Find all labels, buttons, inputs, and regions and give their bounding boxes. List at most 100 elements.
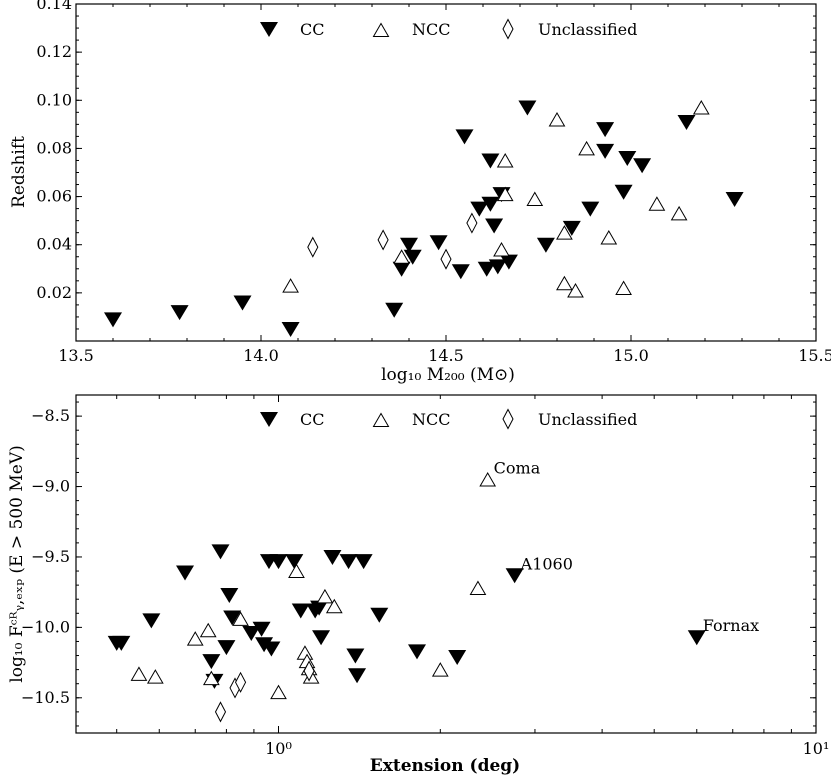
y-tick-label: 0.02: [36, 283, 72, 302]
legend-unclassified-label: Unclassified: [538, 20, 637, 39]
y-tick-label: −8.5: [31, 406, 70, 425]
y-tick-label: −9.0: [31, 477, 70, 496]
top-point-ncc: [556, 276, 573, 291]
y-tick-label: 0.10: [36, 90, 72, 109]
annotation-fornax: Fornax: [703, 616, 759, 635]
top-xlabel: log₁₀ M₂₀₀ (M⊙): [381, 365, 515, 385]
bottom-ylabel: log₁₀ Fᶜᴿᵧ,ₑₓₚ (E > 500 MeV): [7, 445, 27, 682]
legend-unclassified-marker: [502, 409, 514, 429]
top-point-cc: [596, 143, 615, 159]
x-tick-label: 15.0: [613, 346, 649, 365]
legend-ncc-label: NCC: [412, 20, 450, 39]
top-point-cc: [392, 261, 411, 277]
top-point-ncc: [493, 242, 510, 257]
bottom-point-cc: [408, 644, 427, 660]
top-point-ncc: [497, 153, 514, 168]
top-point-ncc: [549, 112, 565, 127]
bottom-point-cc: [354, 554, 373, 570]
annotation-coma: Coma: [494, 459, 541, 478]
y-tick-label: 0.08: [36, 138, 72, 157]
bottom-point-cc: [217, 640, 236, 656]
y-tick-label: 0.12: [36, 42, 72, 61]
bottom-point-cc: [323, 549, 342, 565]
top-point-ncc: [671, 206, 688, 221]
legend-cc-marker: [260, 412, 278, 427]
bottom-point-ncc: [187, 631, 204, 646]
bottom-point-cc: [348, 668, 367, 684]
top-point-unclassified: [440, 249, 452, 270]
top-point-ncc: [648, 196, 665, 211]
y-tick-label: −10.5: [21, 688, 70, 707]
plot-area-top: [75, 3, 817, 342]
y-tick-label: 0.06: [36, 187, 72, 206]
top-point-cc: [385, 302, 404, 318]
top-ylabel: Redshift: [9, 136, 29, 208]
legend-cc-marker: [260, 22, 278, 37]
top-point-cc: [633, 158, 652, 174]
top-point-unclassified: [377, 229, 389, 250]
legend-ncc-marker: [373, 413, 389, 427]
top-point-cc: [518, 100, 537, 116]
legend-cc-label: CC: [300, 410, 324, 429]
bottom-point-cc: [142, 613, 161, 629]
bottom-point-cc: [202, 654, 221, 670]
bottom-point-cc: [448, 649, 467, 665]
chart-top: 13.5 14.0 14.5 15.0 15.5 0.02 0.04 0.06 0.08 0.10…: [9, 0, 831, 385]
bottom-point-cc: [312, 630, 331, 646]
bottom-point-unclassified: [215, 701, 227, 722]
legend-ncc-label: NCC: [412, 410, 450, 429]
top-point-cc: [281, 321, 300, 337]
top-axis-ticks: 13.5 14.0 14.5 15.0 15.5 0.02 0.04 0.06 0.08 0.10…: [36, 0, 831, 365]
bottom-point-cc: [211, 544, 230, 560]
bottom-point-ncc: [147, 669, 164, 684]
top-point-cc: [233, 295, 252, 311]
annotation-a1060: A1060: [520, 554, 573, 573]
x-tick-label: 14.5: [428, 346, 464, 365]
top-point-cc: [429, 235, 448, 251]
bottom-point-cc: [291, 603, 310, 619]
top-point-cc: [536, 237, 555, 253]
bottom-xlabel: Extension (deg): [370, 756, 520, 776]
top-point-cc: [614, 184, 633, 200]
top-point-cc: [485, 218, 504, 234]
top-point-cc: [170, 305, 189, 321]
top-point-cc: [470, 201, 489, 217]
top-point-ncc: [600, 230, 617, 245]
top-point-cc: [481, 153, 500, 169]
x-tick-label: 10¹: [803, 739, 830, 758]
top-point-ncc: [615, 281, 632, 296]
top-point-cc: [581, 201, 600, 217]
bottom-point-ncc: [432, 662, 449, 677]
bottom-point-ncc: [316, 589, 333, 604]
top-point-ncc: [578, 141, 595, 156]
y-tick-label: 0.14: [36, 0, 72, 13]
plot-area-bottom: [75, 394, 817, 734]
top-legend: CC NCC Unclassified: [260, 19, 637, 39]
top-point-ncc: [526, 191, 543, 206]
x-tick-label: 14.0: [243, 346, 279, 365]
legend-unclassified-marker: [502, 19, 514, 39]
top-point-cc: [451, 264, 470, 280]
bottom-point-cc: [339, 554, 358, 570]
top-point-unclassified: [307, 237, 319, 258]
bottom-annotations: Coma A1060 Fornax: [494, 459, 759, 636]
y-tick-label: −9.5: [31, 547, 70, 566]
x-tick-label: 13.5: [58, 346, 94, 365]
top-point-cc: [455, 129, 474, 145]
chart-bottom: 10⁰ 10¹ −10.5 −10.0 −9.5 −9.0 −8.5 CC NCC Uncl…: [7, 394, 829, 776]
bottom-point-cc: [370, 607, 389, 623]
x-tick-label: 15.5: [798, 346, 831, 365]
top-points: [104, 100, 744, 337]
bottom-point-cc: [285, 554, 304, 570]
bottom-point-cc: [220, 587, 239, 603]
bottom-point-ncc: [288, 564, 305, 579]
top-point-cc: [104, 312, 122, 328]
legend-ncc-marker: [373, 23, 389, 37]
bottom-point-cc: [176, 565, 195, 581]
bottom-point-ncc: [469, 580, 486, 595]
top-point-ncc: [282, 278, 299, 293]
bottom-point-ncc: [130, 666, 147, 681]
bottom-axis-ticks: 10⁰ 10¹ −10.5 −10.0 −9.5 −9.0 −8.5: [21, 395, 829, 758]
bottom-points: [107, 472, 706, 722]
